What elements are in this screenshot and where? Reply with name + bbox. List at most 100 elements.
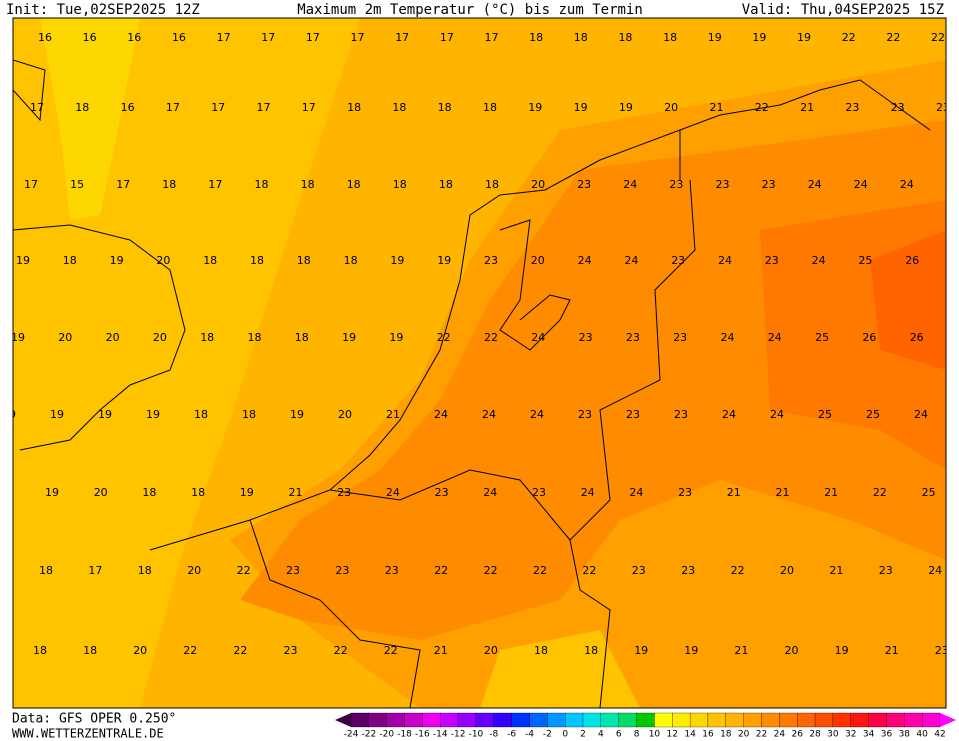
temperature-label: 17 (217, 31, 231, 44)
temperature-label: 19 (110, 254, 124, 267)
temperature-label: 22 (931, 31, 945, 44)
temperature-label: 18 (483, 101, 497, 114)
temperature-label: 18 (618, 31, 632, 44)
temperature-label: 24 (768, 331, 782, 344)
scale-box (922, 712, 941, 728)
scale-label: -6 (507, 730, 516, 740)
scale-box (672, 712, 691, 728)
temperature-label: 17 (208, 178, 222, 191)
temperature-label: 18 (438, 101, 452, 114)
scale-label: 4 (598, 730, 604, 740)
scale-box (493, 712, 512, 728)
temperature-label: 23 (579, 331, 593, 344)
scale-label: 10 (649, 730, 661, 740)
temperature-label: 18 (344, 254, 358, 267)
scale-box (386, 712, 405, 728)
scale-label: 40 (916, 730, 928, 740)
temperature-label: 19 (390, 254, 404, 267)
temperature-label: 24 (721, 331, 735, 344)
temperature-label: 23 (435, 486, 449, 499)
temperature-label: 19 (290, 408, 304, 421)
init-time: Init: Tue,02SEP2025 12Z (6, 2, 200, 18)
temperature-label: 20 (94, 486, 108, 499)
temperature-label: 19 (634, 644, 648, 657)
scale-box (707, 712, 726, 728)
temperature-label: 21 (885, 644, 899, 657)
temperature-label: 17 (351, 31, 365, 44)
temperature-label: 19 (619, 101, 633, 114)
scale-label: 18 (720, 730, 732, 740)
temperature-label: 19 (98, 408, 112, 421)
temperature-label: 16 (38, 31, 52, 44)
temperature-label: 18 (194, 408, 208, 421)
temperature-label: 22 (233, 644, 247, 657)
temperature-label: 23 (879, 564, 893, 577)
temperature-label: 23 (577, 178, 591, 191)
map-frame (12, 17, 947, 709)
temperature-label: 18 (297, 254, 311, 267)
border (249, 519, 421, 708)
temperature-label: 23 (385, 564, 399, 577)
temperature-label: 18 (138, 564, 152, 577)
scale-box (547, 712, 566, 728)
scale-label: 32 (845, 730, 856, 740)
temperature-label: 21 (800, 101, 814, 114)
temperature-label: 21 (824, 486, 838, 499)
temperature-label: 19 (2, 408, 16, 421)
scale-label: -24 (344, 730, 359, 740)
temperature-label: 25 (858, 254, 872, 267)
scale-box (654, 712, 673, 728)
scale-box (565, 712, 584, 728)
temperature-label: 23 (284, 644, 298, 657)
scale-box (440, 712, 459, 728)
temperature-label: 18 (248, 331, 262, 344)
temperature-label: 17 (261, 31, 275, 44)
temperature-label: 24 (914, 408, 928, 421)
scale-label: -14 (433, 730, 448, 740)
temperature-label: 18 (574, 31, 588, 44)
temperature-label: 23 (671, 254, 685, 267)
temperature-label: 22 (755, 101, 769, 114)
temperature-label: 19 (835, 644, 849, 657)
temperature-label: 18 (439, 178, 453, 191)
temperature-label: 16 (172, 31, 186, 44)
temperature-label: 18 (485, 178, 499, 191)
temperature-label: 19 (11, 331, 25, 344)
temperature-label: 26 (910, 331, 924, 344)
temperature-label: 23 (532, 486, 546, 499)
temperature-label: 20 (187, 564, 201, 577)
scale-label: 38 (899, 730, 911, 740)
temperature-label: 23 (673, 331, 687, 344)
scale-label: 36 (881, 730, 893, 740)
temperature-label: 17 (485, 31, 499, 44)
border (569, 179, 696, 708)
border (329, 469, 571, 541)
scale-label: -4 (525, 730, 534, 740)
temperature-label: 24 (581, 486, 595, 499)
temperature-label: 20 (106, 331, 120, 344)
temperature-label: 20 (153, 331, 167, 344)
scale-box (529, 712, 548, 728)
scale-box (618, 712, 637, 728)
temperature-label: 17 (30, 101, 44, 114)
website: WWW.WETTERZENTRALE.DE (12, 727, 164, 741)
temperature-label: 21 (386, 408, 400, 421)
temperature-label: 21 (434, 644, 448, 657)
temperature-label: 24 (928, 564, 942, 577)
temperature-label: 26 (905, 254, 919, 267)
temperature-label: 25 (866, 408, 880, 421)
temperature-label: 22 (582, 564, 596, 577)
temperature-label: 24 (900, 178, 914, 191)
scale-box (600, 712, 619, 728)
scale-box (422, 712, 441, 728)
temperature-label: 17 (302, 101, 316, 114)
temperature-label: 15 (70, 178, 84, 191)
temperature-label: 22 (334, 644, 348, 657)
scale-box (350, 712, 369, 728)
temperature-label: 23 (669, 178, 683, 191)
temperature-label: 19 (797, 31, 811, 44)
scale-label: 28 (809, 730, 821, 740)
temperature-label: 18 (534, 644, 548, 657)
temperature-label: 23 (845, 101, 859, 114)
temperature-label: 18 (63, 254, 77, 267)
